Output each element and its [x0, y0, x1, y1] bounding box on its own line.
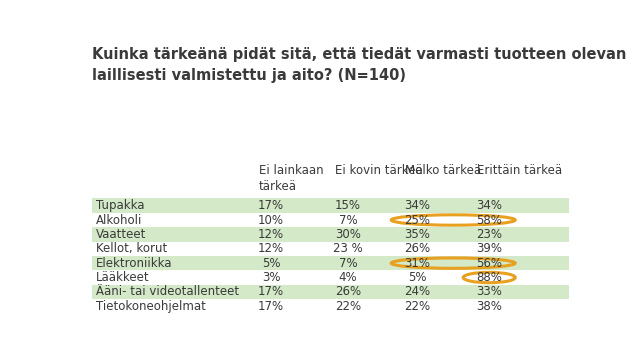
- Text: Melko tärkeä: Melko tärkeä: [405, 164, 481, 177]
- Text: 31%: 31%: [404, 257, 430, 270]
- Text: Kuinka tärkeänä pidät sitä, että tiedät varmasti tuotteen olevan
laillisesti val: Kuinka tärkeänä pidät sitä, että tiedät …: [92, 48, 627, 83]
- Text: Tietokoneohjelmat: Tietokoneohjelmat: [97, 300, 206, 313]
- Text: 25%: 25%: [404, 213, 430, 226]
- Text: Erittäin tärkeä: Erittäin tärkeä: [477, 164, 562, 177]
- Text: 5%: 5%: [262, 257, 280, 270]
- Text: 7%: 7%: [339, 257, 357, 270]
- Text: 12%: 12%: [258, 242, 284, 255]
- Text: 33%: 33%: [476, 285, 502, 298]
- Text: Lääkkeet: Lääkkeet: [97, 271, 150, 284]
- Text: 26%: 26%: [404, 242, 430, 255]
- FancyBboxPatch shape: [92, 299, 568, 314]
- Text: 56%: 56%: [476, 257, 502, 270]
- Text: Elektroniikka: Elektroniikka: [97, 257, 173, 270]
- Text: Alkoholi: Alkoholi: [97, 213, 143, 226]
- Text: 23 %: 23 %: [333, 242, 363, 255]
- FancyBboxPatch shape: [92, 256, 568, 270]
- Text: 24%: 24%: [404, 285, 430, 298]
- FancyBboxPatch shape: [92, 270, 568, 285]
- Text: Ei kovin tärkeä: Ei kovin tärkeä: [335, 164, 423, 177]
- Text: 22%: 22%: [335, 300, 361, 313]
- Text: 4%: 4%: [339, 271, 357, 284]
- Text: Tupakka: Tupakka: [97, 199, 145, 212]
- FancyBboxPatch shape: [92, 285, 568, 299]
- Text: 17%: 17%: [258, 285, 284, 298]
- Text: 5%: 5%: [408, 271, 426, 284]
- Text: Ei lainkaan
tärkeä: Ei lainkaan tärkeä: [259, 164, 323, 193]
- Text: 34%: 34%: [404, 199, 430, 212]
- Text: 88%: 88%: [476, 271, 502, 284]
- Text: 35%: 35%: [404, 228, 430, 241]
- FancyBboxPatch shape: [92, 227, 568, 242]
- Text: 10%: 10%: [258, 213, 284, 226]
- FancyBboxPatch shape: [92, 242, 568, 256]
- Text: Kellot, korut: Kellot, korut: [97, 242, 168, 255]
- Text: 38%: 38%: [476, 300, 502, 313]
- Text: 39%: 39%: [476, 242, 502, 255]
- FancyBboxPatch shape: [92, 198, 568, 213]
- Text: 26%: 26%: [335, 285, 361, 298]
- Text: 58%: 58%: [476, 213, 502, 226]
- Text: 3%: 3%: [262, 271, 280, 284]
- Text: 23%: 23%: [476, 228, 502, 241]
- Text: 17%: 17%: [258, 300, 284, 313]
- Text: 12%: 12%: [258, 228, 284, 241]
- Text: 15%: 15%: [335, 199, 361, 212]
- Text: 7%: 7%: [339, 213, 357, 226]
- Text: Vaatteet: Vaatteet: [97, 228, 147, 241]
- Text: 17%: 17%: [258, 199, 284, 212]
- Text: 34%: 34%: [476, 199, 502, 212]
- Text: 22%: 22%: [404, 300, 430, 313]
- Text: Ääni- tai videotallenteet: Ääni- tai videotallenteet: [97, 285, 239, 298]
- FancyBboxPatch shape: [92, 213, 568, 227]
- Text: 30%: 30%: [335, 228, 361, 241]
